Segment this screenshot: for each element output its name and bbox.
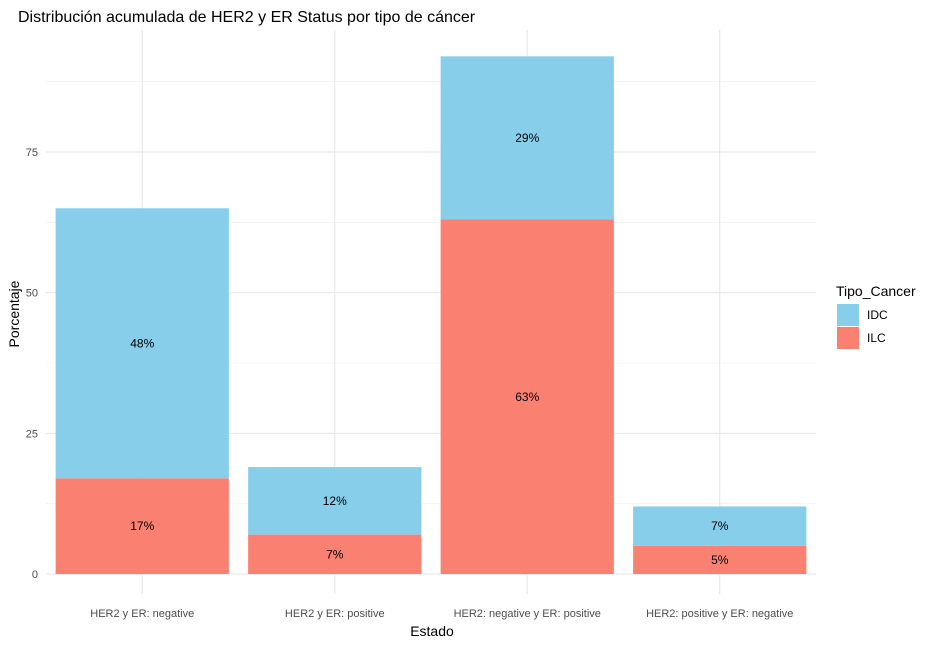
bar-value-label: 17% <box>130 519 154 533</box>
legend: Tipo_Cancer IDC ILC <box>836 283 916 349</box>
bar-ilc <box>633 545 807 574</box>
legend-label: ILC <box>867 331 886 345</box>
y-axis-title: Porcentaje <box>6 280 22 347</box>
chart-title: Distribución acumulada de HER2 y ER Stat… <box>18 9 476 26</box>
legend-title: Tipo_Cancer <box>836 283 916 299</box>
bar-value-label: 12% <box>323 494 347 508</box>
bar-idc <box>55 208 229 479</box>
y-axis-ticks: 0 25 50 75 <box>26 147 38 581</box>
legend-swatch-ilc <box>837 327 859 349</box>
bar-value-label: 5% <box>711 553 729 567</box>
x-tick-label: HER2: positive y ER: negative <box>646 608 793 620</box>
y-tick-label: 75 <box>26 147 38 159</box>
x-axis-ticks: HER2 y ER: negative HER2 y ER: positive HE… <box>90 608 793 620</box>
bar-idc <box>633 506 807 546</box>
y-tick-label: 50 <box>26 288 38 300</box>
bars <box>55 56 807 574</box>
x-tick-label: HER2 y ER: positive <box>285 608 385 620</box>
bar-value-label: 29% <box>515 131 539 145</box>
legend-label: IDC <box>867 308 888 322</box>
bar-idc <box>440 56 614 220</box>
x-axis-title: Estado <box>410 623 454 639</box>
bar-ilc <box>440 219 614 574</box>
bar-value-label: 63% <box>515 390 539 404</box>
bar-ilc <box>248 534 422 574</box>
bar-value-label: 7% <box>326 547 344 561</box>
bar-value-label: 7% <box>711 519 729 533</box>
bar-ilc <box>55 478 229 574</box>
bar-idc <box>248 467 422 535</box>
x-tick-label: HER2 y ER: negative <box>90 608 194 620</box>
legend-swatch-idc <box>837 304 859 326</box>
y-tick-label: 0 <box>32 569 38 581</box>
x-tick-label: HER2: negative y ER: positive <box>454 608 601 620</box>
y-tick-label: 25 <box>26 428 38 440</box>
bar-labels: 17% 48% 7% 12% 63% 29% 5% 7% <box>130 131 729 567</box>
bar-value-label: 48% <box>130 336 154 350</box>
